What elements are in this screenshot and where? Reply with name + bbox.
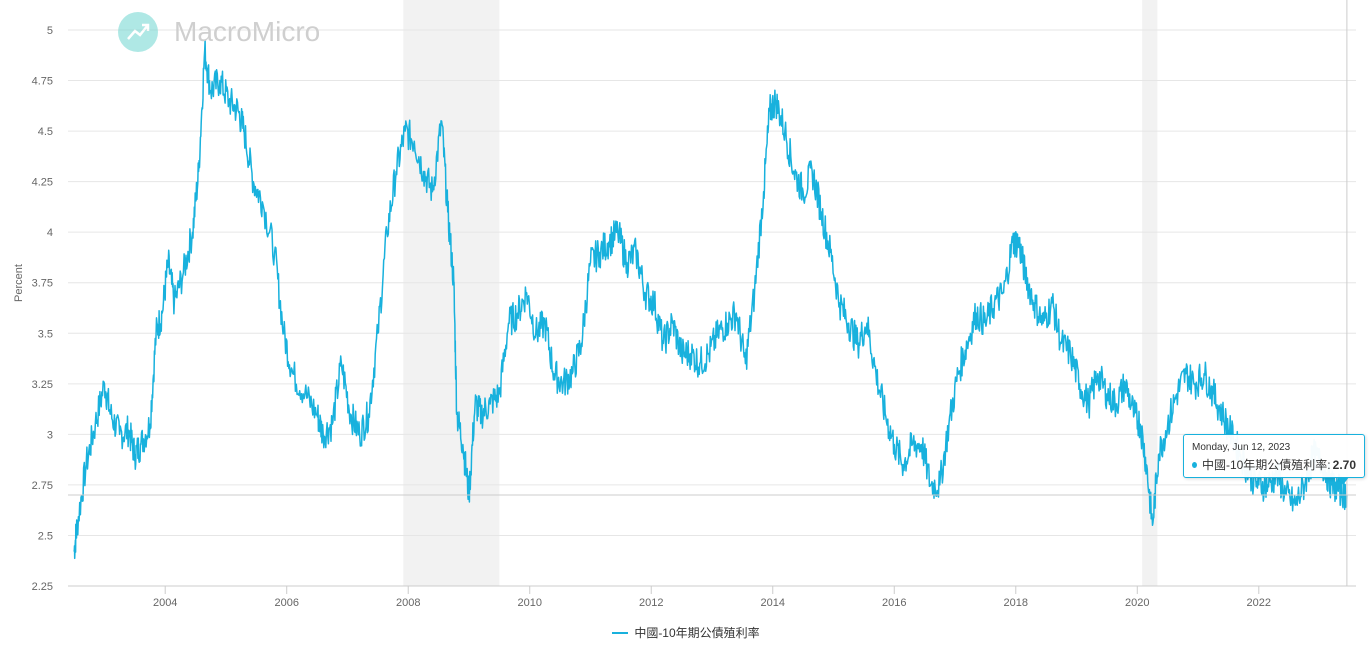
y-tick-label: 3.5 [38, 328, 53, 340]
x-tick-label: 2014 [761, 597, 785, 609]
y-tick-label: 3.25 [32, 379, 53, 391]
y-tick-label: 5 [47, 25, 53, 37]
legend-label[interactable]: 中國-10年期公債殖利率 [634, 626, 760, 640]
tooltip: Monday, Jun 12, 2023 中國-10年期公債殖利率: 2.70 [1183, 434, 1365, 478]
legend-swatch [612, 631, 629, 634]
recession-band-0 [403, 0, 500, 586]
y-tick-label: 4.75 [32, 76, 53, 88]
x-tick-label: 2010 [517, 597, 541, 609]
series-line [73, 39, 1348, 560]
y-tick-label: 2.5 [38, 530, 53, 542]
grid-lines [68, 29, 1356, 587]
x-tick-label: 2022 [1247, 597, 1271, 609]
recession-band-1 [1142, 0, 1158, 586]
y-axis-title: Percent [13, 264, 25, 302]
y-tick-label: 2.25 [32, 581, 53, 593]
x-tick-label: 2020 [1125, 597, 1149, 609]
y-tick-label: 4.5 [38, 126, 53, 138]
x-tick-label: 2012 [639, 597, 663, 609]
legend[interactable]: 中國-10年期公債殖利率 [0, 624, 1372, 641]
trend-chart-icon [118, 12, 158, 52]
series-china-10y [73, 39, 1348, 560]
tooltip-pointer [1337, 477, 1349, 485]
tooltip-series-dot [1192, 461, 1197, 468]
x-tick-label: 2004 [153, 597, 177, 609]
tooltip-date: Monday, Jun 12, 2023 [1192, 442, 1291, 453]
brand-name: MacroMicro [174, 16, 321, 47]
y-tick-label: 3 [47, 429, 53, 441]
brand-logo: MacroMicro [118, 12, 320, 52]
y-tick-label: 4 [47, 227, 53, 239]
tooltip-row: 中國-10年期公債殖利率: 2.70 [1192, 456, 1356, 473]
x-tick-label: 2006 [274, 597, 298, 609]
x-axis: 2004 2006 2008 2010 2012 2014 2016 2018 2020 2022 [153, 586, 1271, 609]
tooltip-value: 2.70 [1332, 457, 1356, 472]
y-axis: 2.25 2.5 2.75 3 3.25 3.5 3.75 4 4.25 4.5 4.75 5 [32, 25, 53, 593]
x-tick-label: 2018 [1004, 597, 1028, 609]
y-tick-label: 3.75 [32, 278, 53, 290]
recession-bands [403, 0, 1158, 586]
crosshair [68, 0, 1356, 586]
y-tick-label: 4.25 [32, 177, 53, 189]
x-tick-label: 2016 [882, 597, 906, 609]
y-tick-label: 2.75 [32, 480, 53, 492]
x-tick-label: 2008 [396, 597, 420, 609]
tooltip-series-label: 中國-10年期公債殖利率: [1201, 458, 1331, 472]
